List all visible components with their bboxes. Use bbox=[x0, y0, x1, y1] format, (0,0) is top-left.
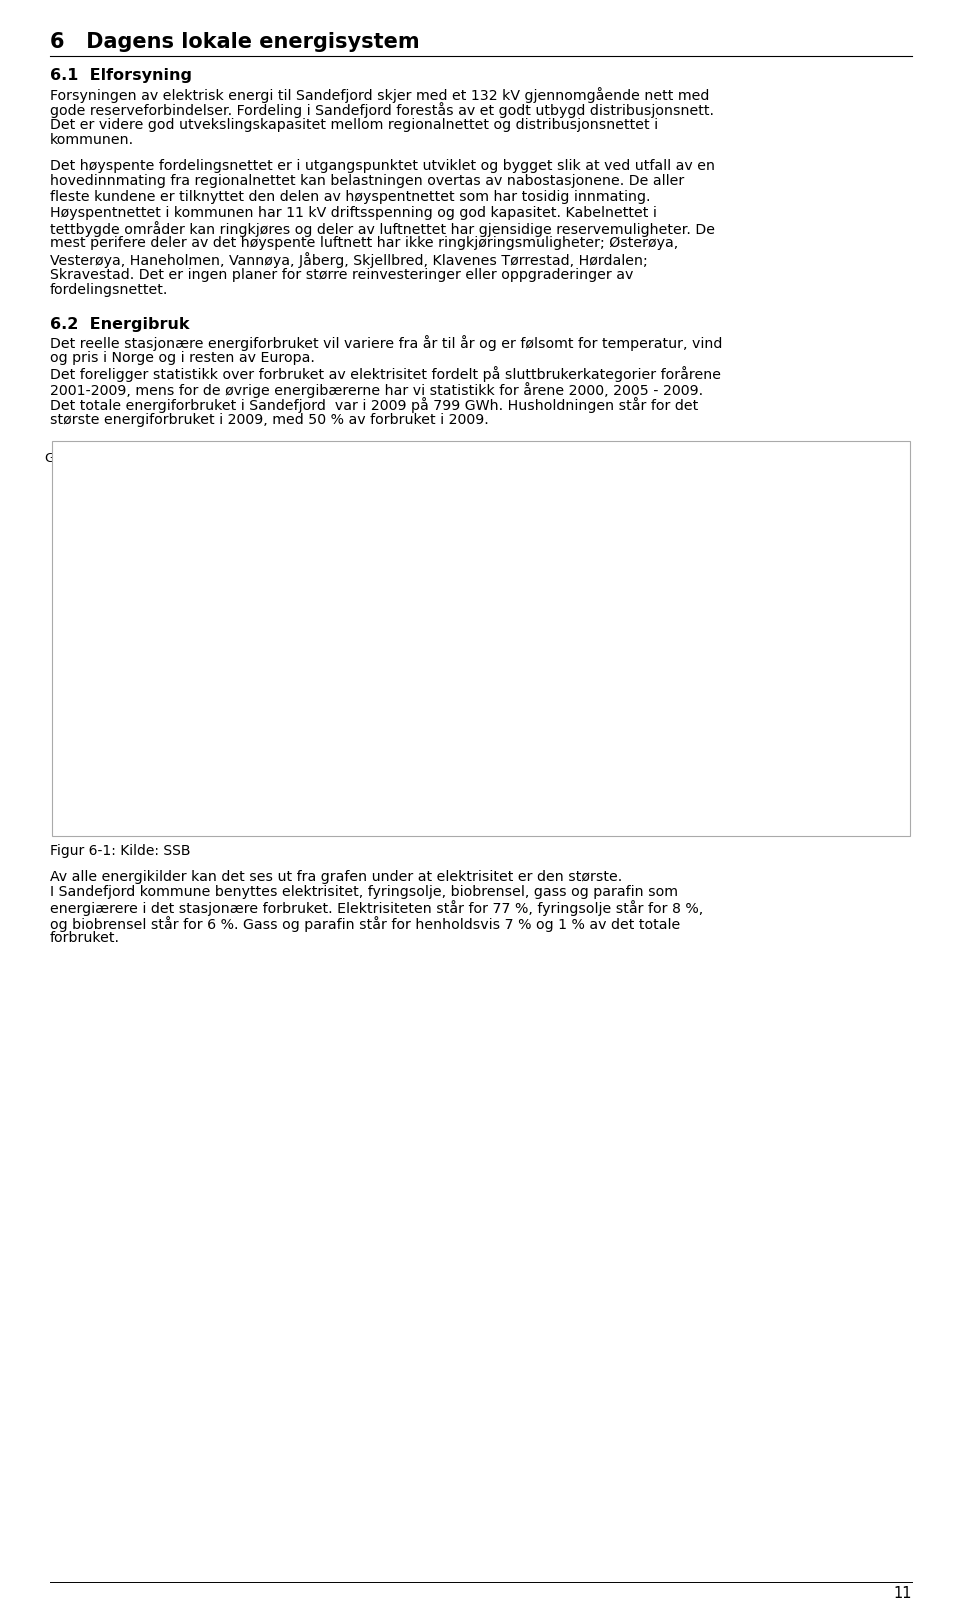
Bar bbox=[156, 648, 183, 780]
Bar bbox=[343, 640, 370, 780]
Text: Det totale energiforbruket i Sandefjord  var i 2009 på 799 GWh. Husholdningen st: Det totale energiforbruket i Sandefjord … bbox=[50, 398, 698, 414]
Bar bbox=[183, 638, 210, 780]
Bar bbox=[688, 513, 715, 780]
Text: Forsyningen av elektrisk energi til Sandefjord skjer med et 132 kV gjennomgående: Forsyningen av elektrisk energi til Sand… bbox=[50, 86, 709, 102]
Text: største energiforbruket i 2009, med 50 % av forbruket i 2009.: største energiforbruket i 2009, med 50 %… bbox=[50, 413, 489, 427]
Text: og pris i Norge og i resten av Europa.: og pris i Norge og i resten av Europa. bbox=[50, 352, 315, 365]
Bar bbox=[821, 619, 848, 780]
Text: 6.2  Energibruk: 6.2 Energibruk bbox=[50, 317, 189, 331]
Text: Det høyspente fordelingsnettet er i utgangspunktet utviklet og bygget slik at ve: Det høyspente fordelingsnettet er i utga… bbox=[50, 158, 715, 173]
Bar bbox=[448, 771, 475, 780]
Bar bbox=[475, 688, 502, 780]
Text: Det er videre god utvekslingskapasitet mellom regionalnettet og distribusjonsnet: Det er videre god utvekslingskapasitet m… bbox=[50, 118, 659, 133]
Bar bbox=[848, 505, 875, 780]
Bar bbox=[370, 508, 396, 780]
Text: mest perifere deler av det høyspente luftnett har ikke ringkjøringsmuligheter; Ø: mest perifere deler av det høyspente luf… bbox=[50, 237, 679, 251]
Bar bbox=[635, 684, 661, 780]
Text: Høyspentnettet i kommunen har 11 kV driftsspenning og god kapasitet. Kabelnettet: Høyspentnettet i kommunen har 11 kV drif… bbox=[50, 206, 657, 219]
Bar bbox=[316, 668, 343, 780]
Bar bbox=[793, 670, 821, 780]
Text: 6   Dagens lokale energisystem: 6 Dagens lokale energisystem bbox=[50, 32, 420, 53]
Text: forbruket.: forbruket. bbox=[50, 932, 120, 945]
Text: tettbygde områder kan ringkjøres og deler av luftnettet har gjensidige reservemu: tettbygde områder kan ringkjøres og dele… bbox=[50, 221, 715, 237]
Text: energiærere i det stasjonære forbruket. Elektrisiteten står for 77 %, fyringsolj: energiærere i det stasjonære forbruket. … bbox=[50, 900, 704, 916]
Bar bbox=[607, 772, 635, 780]
Bar bbox=[661, 630, 688, 780]
Text: GWh: GWh bbox=[44, 453, 76, 465]
Bar bbox=[210, 508, 238, 780]
Text: og biobrensel står for 6 %. Gass og parafin står for henholdsvis 7 % og 1 % av d: og biobrensel står for 6 %. Gass og para… bbox=[50, 916, 681, 932]
Bar bbox=[529, 518, 556, 780]
Text: Skravestad. Det er ingen planer for større reinvesteringer eller oppgraderinger : Skravestad. Det er ingen planer for stør… bbox=[50, 267, 634, 281]
Text: 6.1  Elforsyning: 6.1 Elforsyning bbox=[50, 69, 192, 83]
Bar bbox=[289, 771, 316, 780]
Text: hovedinnmating fra regionalnettet kan belastningen overtas av nabostasjonene. De: hovedinnmating fra regionalnettet kan be… bbox=[50, 174, 684, 189]
Bar bbox=[766, 772, 793, 780]
Text: I Sandefjord kommune benyttes elektrisitet, fyringsolje, biobrensel, gass og par: I Sandefjord kommune benyttes elektrisit… bbox=[50, 884, 678, 899]
Text: fordelingsnettet.: fordelingsnettet. bbox=[50, 283, 168, 297]
Text: Vesterøya, Haneholmen, Vannøya, Jåberg, Skjellbred, Klavenes Tørrestad, Hørdalen: Vesterøya, Haneholmen, Vannøya, Jåberg, … bbox=[50, 253, 648, 269]
Text: fleste kundene er tilknyttet den delen av høyspentnettet som har tosidig innmati: fleste kundene er tilknyttet den delen a… bbox=[50, 190, 651, 205]
Text: Figur 6-1: Kilde: SSB: Figur 6-1: Kilde: SSB bbox=[50, 844, 190, 857]
Text: Det foreligger statistikk over forbruket av elektrisitet fordelt på sluttbrukerk: Det foreligger statistikk over forbruket… bbox=[50, 366, 721, 382]
Text: Det reelle stasjonære energiforbruket vil variere fra år til år og er følsomt fo: Det reelle stasjonære energiforbruket vi… bbox=[50, 336, 722, 352]
Text: 11: 11 bbox=[894, 1586, 912, 1599]
Text: Av alle energikilder kan det ses ut fra grafen under at elektrisitet er den stør: Av alle energikilder kan det ses ut fra … bbox=[50, 870, 622, 884]
Title: Totalt energiforbruk: Totalt energiforbruk bbox=[407, 443, 596, 461]
Bar bbox=[130, 769, 156, 780]
Legend: Primærnæringer, Industri, bergverk, Tjenesteyting, Husholdninger: Primærnæringer, Industri, bergverk, Tjen… bbox=[242, 814, 762, 836]
Text: kommunen.: kommunen. bbox=[50, 133, 134, 147]
Text: 2001-2009, mens for de øvrige energibærerne har vi statistikk for årene 2000, 20: 2001-2009, mens for de øvrige energibære… bbox=[50, 382, 703, 398]
Text: gode reserveforbindelser. Fordeling i Sandefjord forestås av et godt utbygd dist: gode reserveforbindelser. Fordeling i Sa… bbox=[50, 102, 714, 118]
Bar bbox=[502, 635, 529, 780]
